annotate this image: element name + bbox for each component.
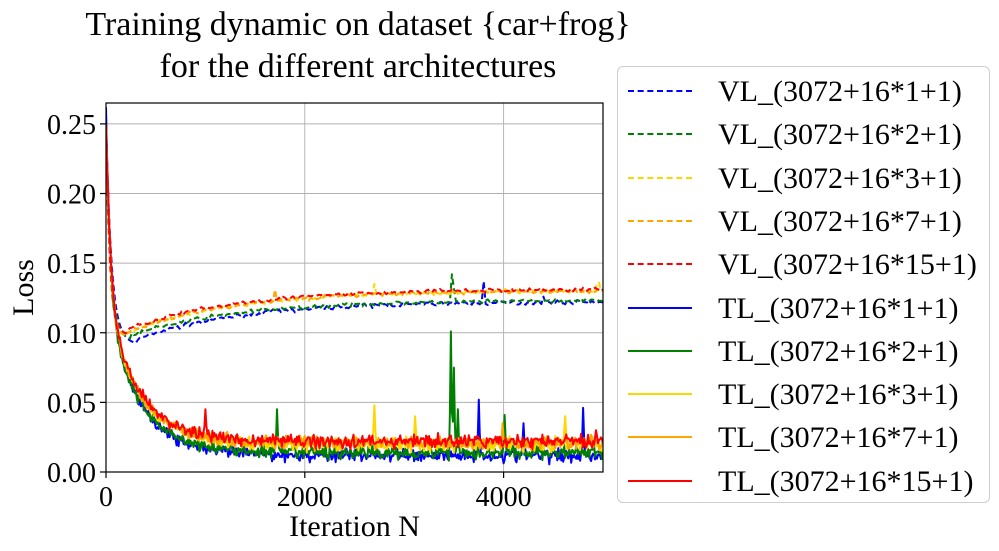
y-tick-label: 0.20: [47, 180, 96, 211]
legend-swatch: [628, 349, 692, 352]
legend-swatch: [628, 90, 692, 92]
y-tick-label: 0.05: [47, 388, 96, 419]
series-group: [106, 107, 603, 466]
chart-legend: VL_(3072+16*1+1) VL_(3072+16*2+1) VL_(3072…: [617, 66, 990, 503]
legend-label: TL_(3072+16*15+1): [718, 464, 974, 498]
legend-entry: TL_(3072+16*2+1): [618, 331, 989, 371]
legend-swatch: [628, 219, 692, 222]
legend-label: TL_(3072+16*2+1): [718, 334, 959, 368]
legend-label: VL_(3072+16*3+1): [718, 161, 962, 195]
chart-title-line-1: Training dynamic on dataset {car+frog}: [85, 6, 631, 43]
chart-title-line-2: for the different architectures: [159, 48, 557, 85]
legend-swatch: [628, 263, 692, 266]
series-line-VL_(3072+16*1+1): [106, 123, 603, 344]
x-tick-label: 0: [99, 482, 113, 513]
legend-swatch: [628, 133, 692, 136]
y-tick-label: 0.15: [47, 249, 96, 280]
legend-swatch: [628, 393, 692, 396]
legend-label: VL_(3072+16*15+1): [718, 248, 977, 282]
legend-swatch: [628, 479, 692, 482]
x-tick-label: 2000: [277, 482, 333, 513]
legend-label: VL_(3072+16*2+1): [718, 118, 962, 152]
plot-frame: [105, 102, 604, 473]
series-line-VL_(3072+16*2+1): [106, 123, 603, 340]
legend-entry: VL_(3072+16*7+1): [618, 201, 989, 241]
x-axis-label: Iteration N: [289, 510, 420, 543]
legend-swatch: [628, 436, 692, 439]
legend-entry: TL_(3072+16*7+1): [618, 417, 989, 457]
legend-entry: TL_(3072+16*1+1): [618, 288, 989, 328]
y-axis-label: Loss: [7, 259, 40, 316]
legend-label: TL_(3072+16*1+1): [718, 291, 959, 325]
legend-label: TL_(3072+16*3+1): [718, 378, 959, 412]
series-line-VL_(3072+16*15+1): [106, 123, 603, 335]
legend-entry: VL_(3072+16*1+1): [618, 71, 989, 111]
x-tick-label: 4000: [476, 482, 532, 513]
legend-entry: VL_(3072+16*3+1): [618, 158, 989, 198]
legend-entry: TL_(3072+16*3+1): [618, 374, 989, 414]
y-tick-label: 0.10: [47, 319, 96, 350]
legend-entry: TL_(3072+16*15+1): [618, 461, 989, 501]
series-line-TL_(3072+16*15+1): [106, 124, 603, 451]
series-line-TL_(3072+16*2+1): [106, 124, 603, 462]
legend-entry: VL_(3072+16*2+1): [618, 114, 989, 154]
y-tick-label: 0.00: [47, 458, 96, 489]
legend-label: VL_(3072+16*1+1): [718, 75, 962, 108]
legend-label: TL_(3072+16*7+1): [718, 421, 959, 455]
legend-label: VL_(3072+16*7+1): [718, 204, 962, 238]
legend-entry: VL_(3072+16*15+1): [618, 244, 989, 284]
legend-swatch: [628, 306, 692, 309]
series-line-TL_(3072+16*1+1): [106, 107, 603, 466]
legend-swatch: [628, 176, 692, 179]
y-tick-label: 0.25: [47, 110, 96, 141]
